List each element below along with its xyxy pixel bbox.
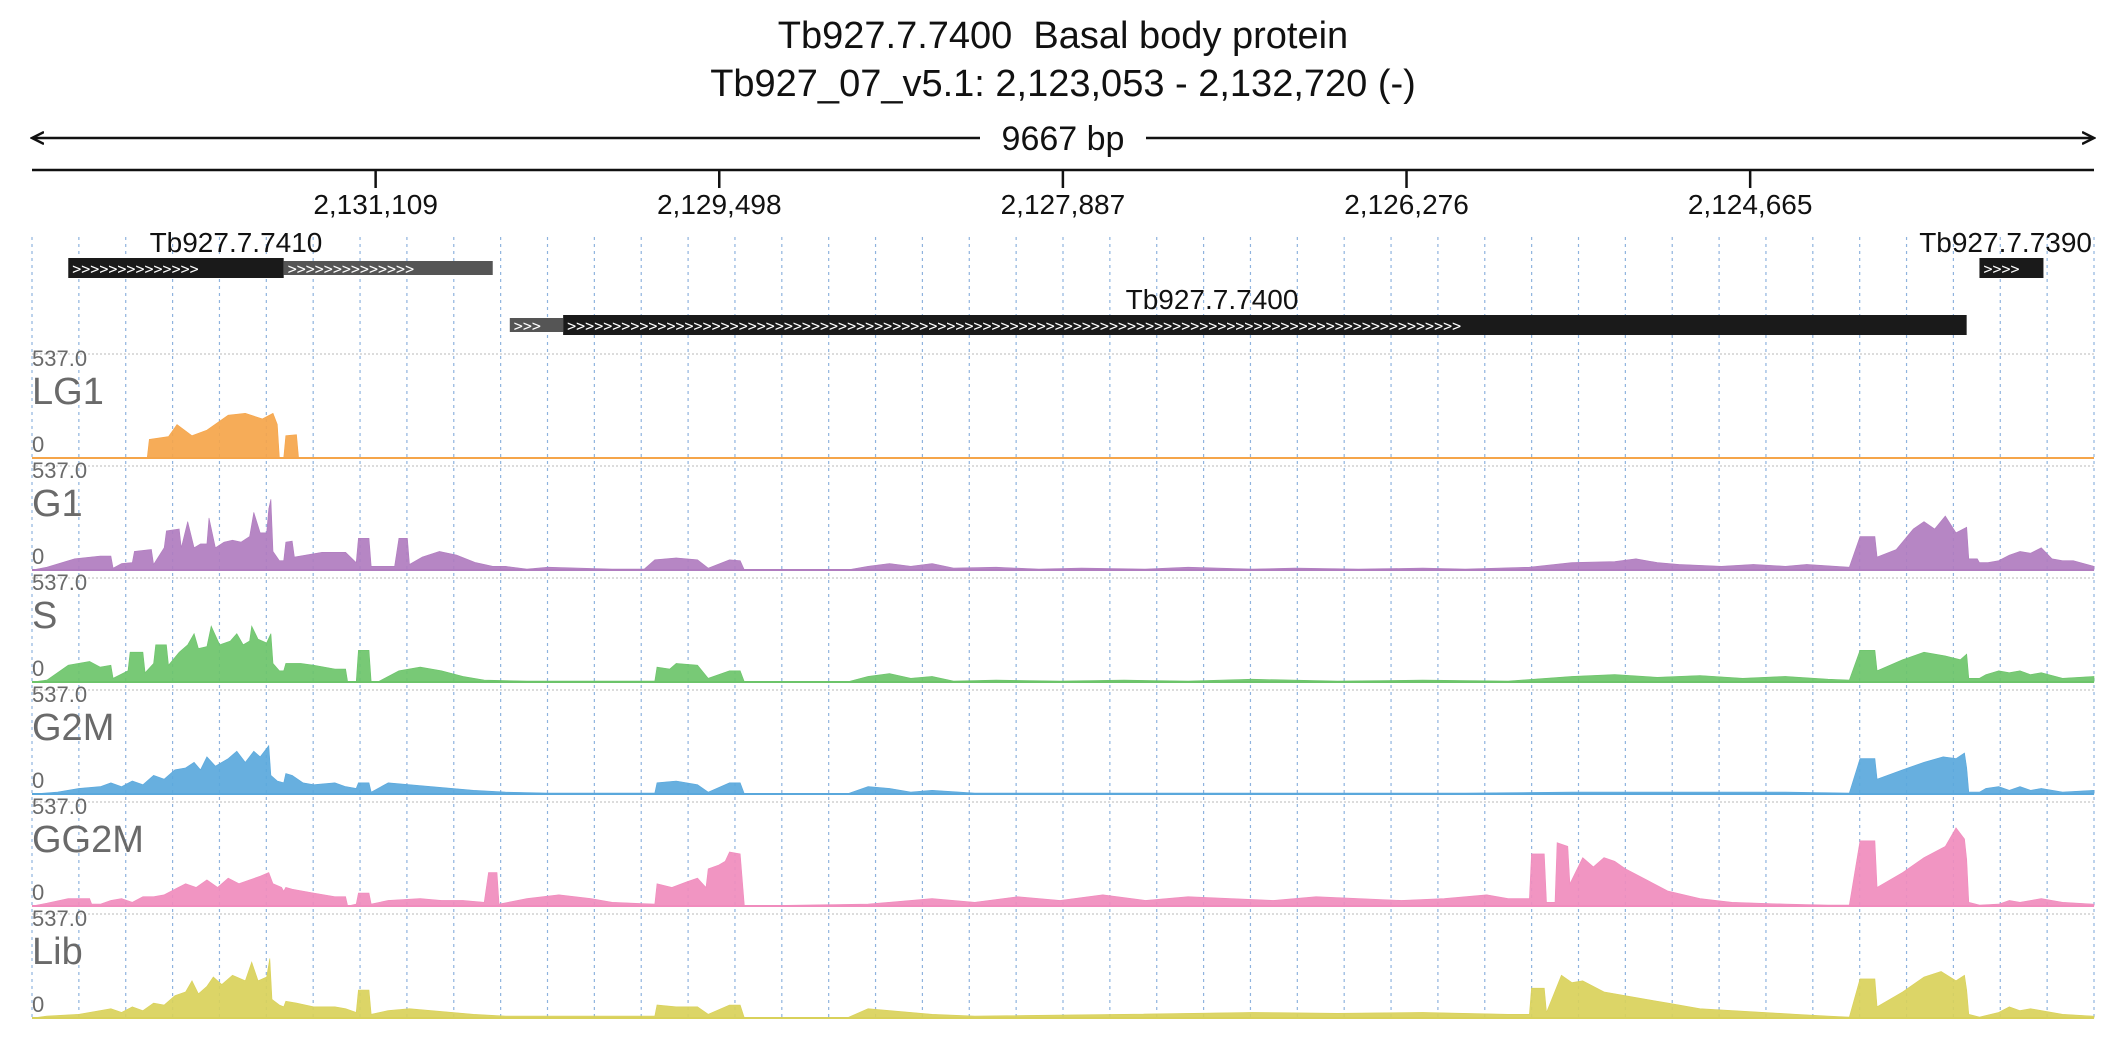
coverage-area [32,412,2094,459]
gene-Tb927.7.7400[interactable]: >>> >>>>>>>>>>>>>>>>>>>>>>>>>>>>>>>>>>>>>… [509,284,1967,335]
gene-utr [509,318,564,332]
gene-utr [283,261,493,275]
strand-chevrons: >>> [514,317,541,335]
gene-Tb927.7.7390[interactable]: >>>> Tb927.7.7390 [1919,227,2092,278]
gene-cds [563,315,1967,335]
locus-title: Tb927_07_v5.1: 2,123,053 - 2,132,720 (-) [710,63,1416,105]
scale-max-label: 537.0 [32,570,87,595]
strand-chevrons: >>>> [1983,260,2019,278]
gene-label: Tb927.7.7400 [1126,284,1299,315]
scale-max-label: 537.0 [32,682,87,707]
scale-max-label: 537.0 [32,906,87,931]
scale-min-label: 0 [32,656,44,681]
ruler-tick-label: 2,126,276 [1344,189,1469,220]
scale-min-label: 0 [32,768,44,793]
strand-chevrons: >>>>>>>>>>>>>> [288,260,414,278]
track-name: S [32,595,57,637]
ruler-tick-label: 2,124,665 [1688,189,1813,220]
gene-label: Tb927.7.7390 [1919,227,2092,258]
track-name: Lib [32,931,83,973]
track-name: G1 [32,483,83,525]
coverage-area [31,499,2095,571]
track-name: G2M [32,707,114,749]
coverage-area [31,827,2095,907]
ruler-tick-label: 2,129,498 [657,189,782,220]
ruler-tick-label: 2,131,109 [313,189,438,220]
strand-chevrons: >>>>>>>>>>>>>> [72,260,198,278]
gene-Tb927.7.7410[interactable]: >>>>>>>>>>>>>> >>>>>>>>>>>>>> Tb927.7.7410 [68,227,493,278]
scale-min-label: 0 [32,432,44,457]
coordinate-ruler: 2,131,109 2,129,498 2,127,887 2,126,276 2,12… [32,168,2094,220]
span-arrow: 9667 bp [32,120,2094,158]
coverage-tracks: 537.0LG10537.0G10537.0S0537.0G2M0537.0GG… [31,346,2095,1019]
scale-min-label: 0 [32,544,44,569]
gene-label: Tb927.7.7410 [150,227,323,258]
track-name: GG2M [32,819,144,861]
scale-max-label: 537.0 [32,794,87,819]
scale-max-label: 537.0 [32,458,87,483]
strand-chevrons: >>>>>>>>>>>>>>>>>>>>>>>>>>>>>>>>>>>>>>>>… [567,317,1461,335]
track-g1: 537.0G1 0 [31,458,2095,571]
scale-min-label: 0 [32,880,44,905]
span-label: 9667 bp [1002,120,1125,158]
gene-cds [68,258,284,278]
scale-min-label: 0 [32,992,44,1017]
ruler-tick-label: 2,127,887 [1001,189,1126,220]
track-s: 537.0S 0 [31,570,2095,683]
scale-max-label: 537.0 [32,346,87,371]
gene-track: >>>>>>>>>>>>>> >>>>>>>>>>>>>> Tb927.7.7410… [68,227,2092,335]
gene-title: Tb927.7.7400 Basal body protein [778,15,1348,57]
track-name: LG1 [32,371,104,413]
gene-cds [1979,258,2044,278]
